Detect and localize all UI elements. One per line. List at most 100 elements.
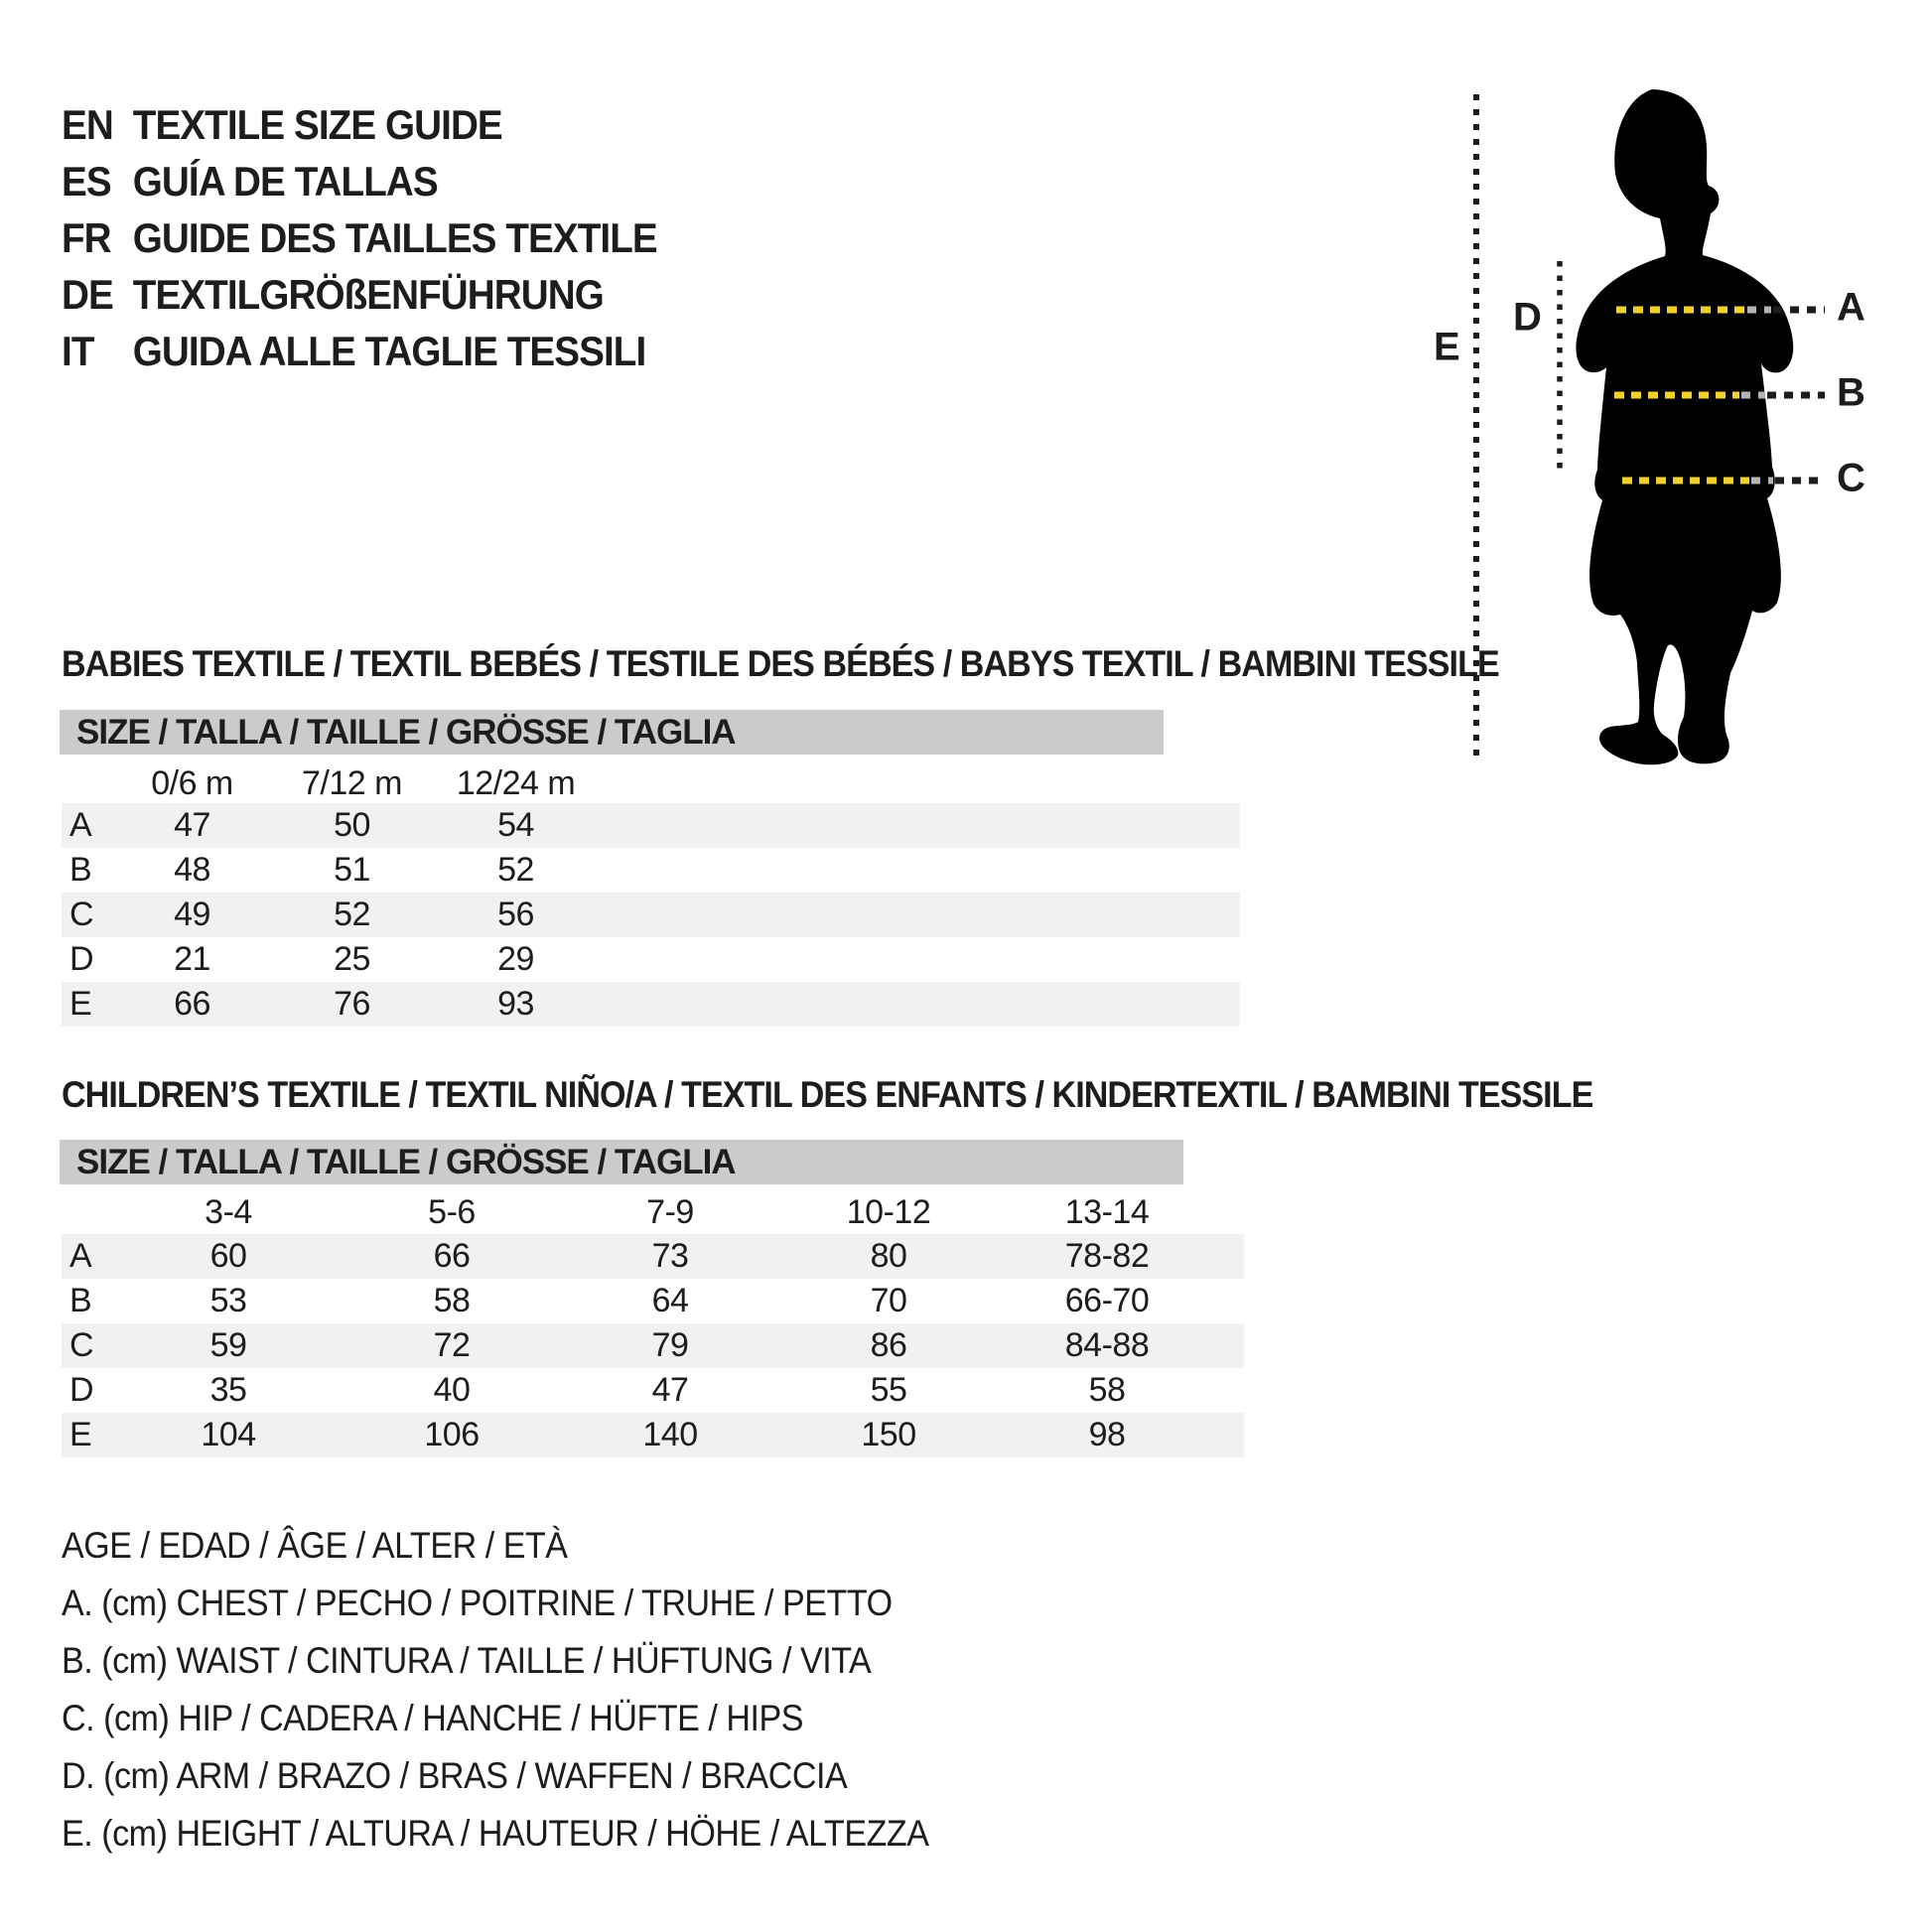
table-row: E 66 76 93 xyxy=(62,982,1240,1027)
lang-code: FR xyxy=(62,214,112,261)
cell: 52 xyxy=(334,896,370,933)
cell: 29 xyxy=(497,940,534,978)
table-row: D 21 25 29 xyxy=(62,937,1240,982)
cell: 72 xyxy=(433,1326,471,1364)
cell: 25 xyxy=(334,940,370,978)
cell: 66-70 xyxy=(1064,1282,1150,1319)
cell: 35 xyxy=(209,1371,247,1409)
filler-cell xyxy=(1216,1413,1244,1457)
children-col-header: 7-9 xyxy=(646,1193,694,1231)
row-label: D xyxy=(69,940,94,978)
cell: 93 xyxy=(497,985,534,1023)
cell: 64 xyxy=(651,1282,689,1319)
cell: 54 xyxy=(497,806,534,844)
babies-col-header: 12/24 m xyxy=(456,764,576,802)
filler-cell xyxy=(1216,1279,1244,1323)
row-label: E xyxy=(69,985,92,1023)
cell: 49 xyxy=(174,896,210,933)
measurement-legend: AGE / EDAD / ÂGE / ALTER / ETÀ A. (cm) C… xyxy=(62,1517,1004,1863)
cell: 84-88 xyxy=(1064,1326,1150,1364)
lang-label: GUIDE DES TAILLES TEXTILE xyxy=(132,214,658,261)
cell: 55 xyxy=(870,1371,907,1409)
cell: 40 xyxy=(433,1371,471,1409)
lang-label: TEXTILGRÖßENFÜHRUNG xyxy=(132,271,605,318)
cell: 58 xyxy=(433,1282,471,1319)
cell: 98 xyxy=(1088,1416,1126,1453)
children-size-bar: SIZE / TALLA / TAILLE / GRÖSSE / TAGLIA xyxy=(60,1140,1183,1184)
cell: 86 xyxy=(870,1326,907,1364)
lang-row-de: DE TEXTILGRÖßENFÜHRUNG xyxy=(62,266,605,323)
children-col-header: 5-6 xyxy=(428,1193,476,1231)
filler-cell xyxy=(1216,1323,1244,1368)
table-row: B 48 51 52 xyxy=(62,848,1240,893)
babies-col-header: 7/12 m xyxy=(302,764,402,802)
cell: 70 xyxy=(870,1282,907,1319)
row-label: C xyxy=(69,896,94,933)
children-col-header: 3-4 xyxy=(205,1193,252,1231)
lang-label: GUÍA DE TALLAS xyxy=(132,158,439,205)
legend-line-hip: C. (cm) HIP / CADERA / HANCHE / HÜFTE / … xyxy=(62,1698,804,1738)
cell: 52 xyxy=(497,851,534,889)
cell: 66 xyxy=(174,985,210,1023)
cell: 150 xyxy=(861,1416,916,1453)
row-label: A xyxy=(69,806,92,844)
cell: 78-82 xyxy=(1064,1237,1150,1275)
cell: 51 xyxy=(334,851,370,889)
measurement-figure: A B C D E xyxy=(1390,60,1932,814)
figure-label-a: A xyxy=(1837,285,1865,330)
lang-label: GUIDA ALLE TAGLIE TESSILI xyxy=(132,328,646,374)
cell: 58 xyxy=(1088,1371,1126,1409)
table-row: E 104 106 140 150 98 xyxy=(62,1413,1244,1457)
children-size-bar-label: SIZE / TALLA / TAILLE / GRÖSSE / TAGLIA xyxy=(76,1143,737,1181)
cell: 140 xyxy=(642,1416,698,1453)
babies-size-table: 0/6 m 7/12 m 12/24 m A 47 50 54 B 48 51 52 C 49… xyxy=(62,764,1240,1027)
legend-line-waist: B. (cm) WAIST / CINTURA / TAILLE / HÜFTU… xyxy=(62,1640,872,1681)
cell: 48 xyxy=(174,851,210,889)
row-label: A xyxy=(69,1237,92,1275)
child-silhouette-figure xyxy=(1473,89,1825,765)
babies-size-bar: SIZE / TALLA / TAILLE / GRÖSSE / TAGLIA xyxy=(60,710,1164,755)
children-size-table: 3-4 5-6 7-9 10-12 13-14 A 60 66 73 80 78-82 B… xyxy=(62,1191,1244,1457)
babies-size-col-header xyxy=(62,764,114,803)
table-row: B 53 58 64 70 66-70 xyxy=(62,1279,1244,1323)
row-label: B xyxy=(69,851,92,889)
children-filler-header xyxy=(1216,1191,1244,1234)
lang-row-it: IT GUIDA ALLE TAGLIE TESSILI xyxy=(62,323,646,379)
cell: 56 xyxy=(497,896,534,933)
babies-filler-header xyxy=(598,764,1240,803)
table-row: A 60 66 73 80 78-82 xyxy=(62,1234,1244,1279)
figure-label-d: D xyxy=(1513,295,1542,340)
row-label: D xyxy=(69,1371,94,1409)
cell: 106 xyxy=(424,1416,480,1453)
children-col-header: 13-14 xyxy=(1064,1193,1150,1231)
table-row: D 35 40 47 55 58 xyxy=(62,1368,1244,1413)
cell: 76 xyxy=(334,985,370,1023)
cell: 59 xyxy=(209,1326,247,1364)
lang-code: ES xyxy=(62,158,112,205)
filler-cell xyxy=(598,937,1240,982)
row-label: B xyxy=(69,1282,92,1319)
cell: 79 xyxy=(651,1326,689,1364)
babies-size-bar-label: SIZE / TALLA / TAILLE / GRÖSSE / TAGLIA xyxy=(76,713,737,752)
cell: 104 xyxy=(201,1416,256,1453)
filler-cell xyxy=(598,893,1240,937)
lang-code: IT xyxy=(62,328,94,374)
babies-section-heading: BABIES TEXTILE / TEXTIL BEBÉS / TESTILE … xyxy=(62,643,1500,684)
row-label: C xyxy=(69,1326,94,1364)
cell: 47 xyxy=(174,806,210,844)
cell: 47 xyxy=(651,1371,689,1409)
cell: 80 xyxy=(870,1237,907,1275)
figure-label-e: E xyxy=(1434,325,1460,369)
filler-cell xyxy=(598,803,1240,848)
lang-label: TEXTILE SIZE GUIDE xyxy=(132,101,503,148)
lang-row-en: EN TEXTILE SIZE GUIDE xyxy=(62,96,503,153)
filler-cell xyxy=(1216,1234,1244,1279)
lang-row-es: ES GUÍA DE TALLAS xyxy=(62,153,439,209)
lang-code: EN xyxy=(62,101,114,148)
children-col-header: 10-12 xyxy=(846,1193,931,1231)
legend-line-arm: D. (cm) ARM / BRAZO / BRAS / WAFFEN / BR… xyxy=(62,1755,848,1796)
row-label: E xyxy=(69,1416,92,1453)
cell: 53 xyxy=(209,1282,247,1319)
legend-line-age: AGE / EDAD / ÂGE / ALTER / ETÀ xyxy=(62,1525,568,1566)
